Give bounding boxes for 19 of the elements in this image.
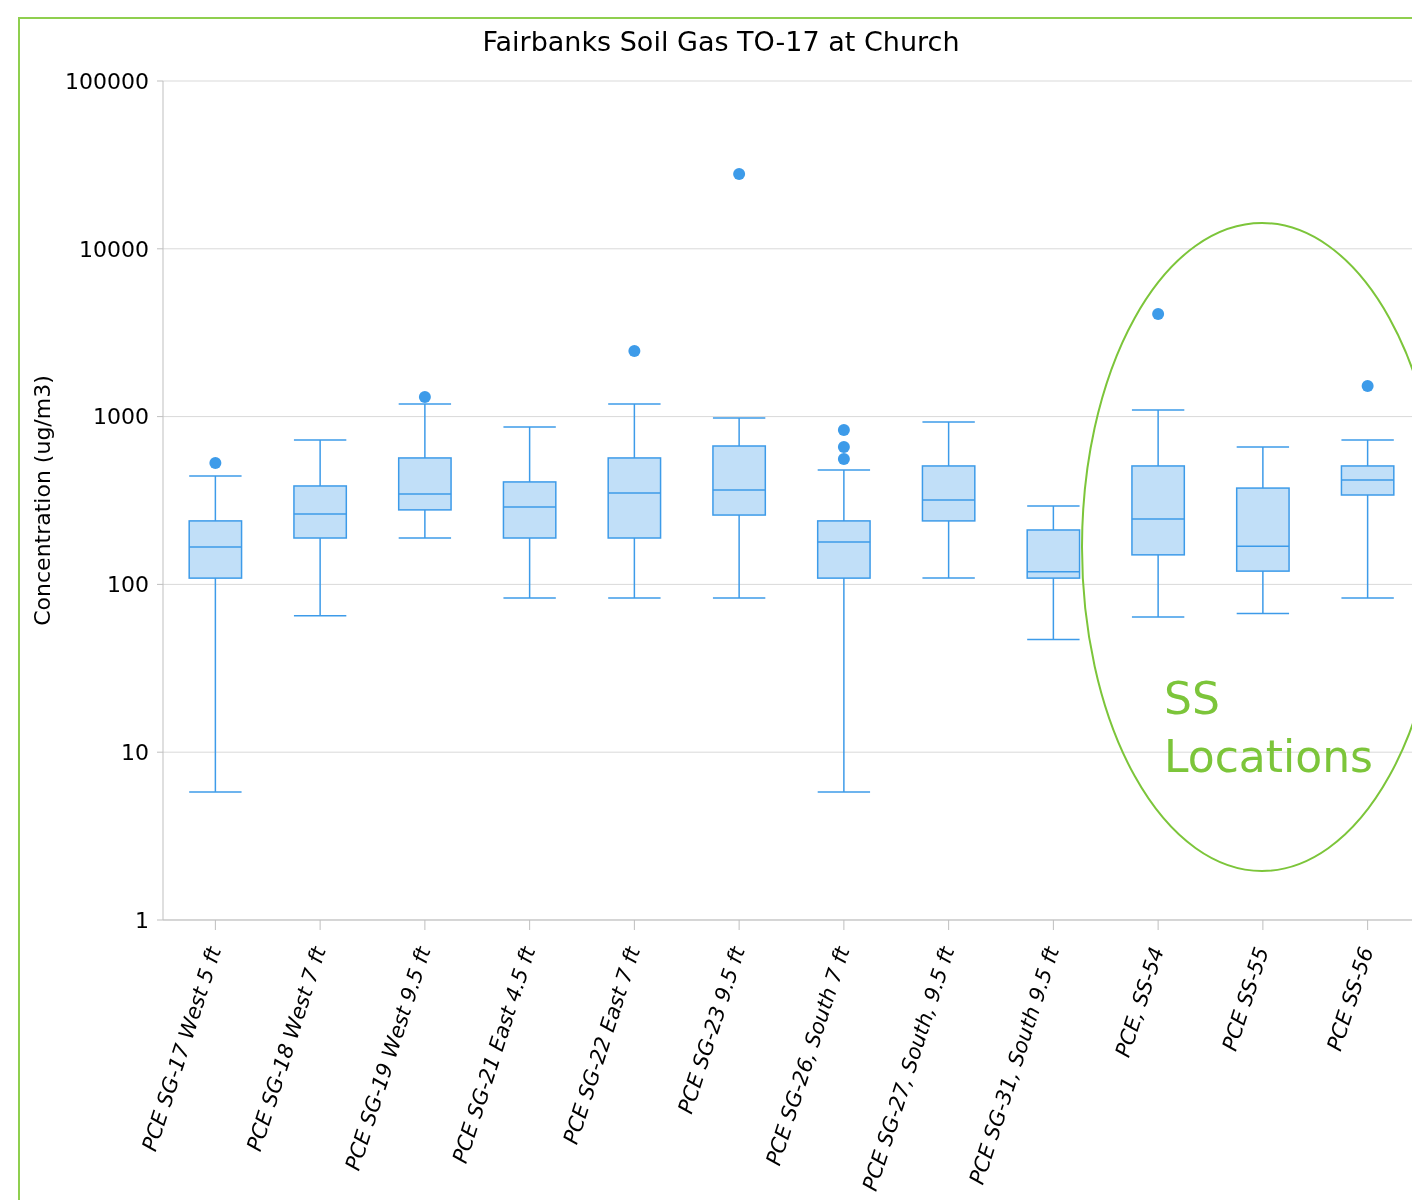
x-tick-label: PCE SG-18 West 7 ft <box>242 943 332 1155</box>
y-axis-title: Concentration (ug/m3) <box>30 375 55 626</box>
y-tick-label: 100000 <box>65 68 149 94</box>
y-tick-label: 1 <box>135 907 149 933</box>
y-tick-label: 100 <box>107 572 149 598</box>
chart-title: Fairbanks Soil Gas TO-17 at Church <box>482 26 960 57</box>
x-tick-label: PCE SG-17 West 5 ft <box>137 943 227 1155</box>
y-tick-label: 10000 <box>79 236 149 262</box>
x-tick-label: PCE SG-27, South, 9.5 ft <box>857 943 960 1194</box>
x-tick-label: PCE SS-55 <box>1217 944 1274 1054</box>
x-tick-label: PCE SG-19 West 9.5 ft <box>340 943 436 1174</box>
x-tick-label: PCE SS-56 <box>1322 944 1379 1054</box>
x-tick-label: PCE SG-23 9.5 ft <box>673 943 751 1117</box>
x-tick-label: PCE, SS-54 <box>1110 944 1169 1061</box>
y-tick-label: 10 <box>121 739 149 765</box>
x-tick-label: PCE SG-22 East 7 ft <box>558 943 646 1147</box>
annotation: SS Locations <box>1164 673 1374 782</box>
y-tick-label: 1000 <box>93 404 149 430</box>
x-tick-label: PCE SG-21 East 4.5 ft <box>447 943 541 1167</box>
